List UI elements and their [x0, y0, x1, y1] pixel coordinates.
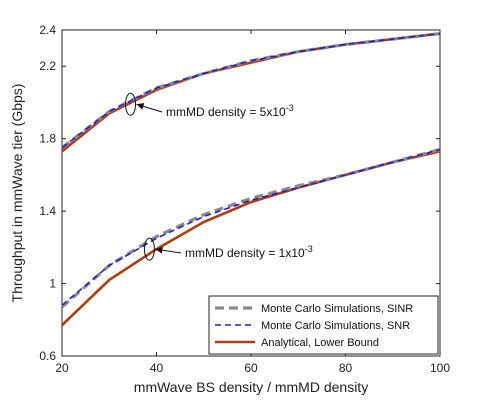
annotation-1e3-ellipse [143, 237, 155, 261]
x-tick-label: 80 [339, 361, 353, 375]
y-tick-label: 1 [49, 277, 56, 291]
y-tick-label: 1.8 [39, 132, 56, 146]
annotation-5e3-text: mmMD density = 5x10-3 [166, 103, 294, 119]
snr-line-5e3 [61, 32, 441, 149]
x-tick-label: 100 [430, 361, 450, 375]
x-tick-label: 20 [55, 361, 69, 375]
annotation-1e3-arrowhead [155, 246, 163, 254]
x-tick-label: 60 [244, 361, 258, 375]
analytical-line-5e3 [61, 32, 441, 153]
legend-label: Analytical, Lower Bound [261, 337, 379, 349]
x-axis-label: mmWave BS density / mmMD density [134, 379, 368, 395]
plot-area: 20 40 60 80 100 0.6 1 1.4 1.8 2.2 2.4 mmMD density … [39, 23, 450, 375]
y-tick-label: 1.4 [39, 204, 56, 218]
y-axis-label: Throughput in mmWave tier (Gbps) [9, 84, 25, 303]
legend-label: Monte Carlo Simulations, SNR [261, 320, 410, 332]
snr-line-1e3 [61, 148, 441, 306]
legend: Monte Carlo Simulations, SINR Monte Carlo… [208, 295, 439, 355]
annotation-5e3-ellipse [125, 92, 137, 116]
y-tick-label: 2.2 [39, 59, 56, 73]
annotation-5e3-arrowhead [136, 102, 145, 110]
x-tick-label: 40 [150, 361, 164, 375]
legend-label: Monte Carlo Simulations, SINR [261, 303, 413, 315]
annotation-1e3-text: mmMD density = 1x10-3 [185, 244, 313, 260]
y-tick-label: 0.6 [39, 349, 56, 363]
sinr-line-1e3 [60, 147, 441, 309]
y-tick-label: 2.4 [39, 23, 56, 37]
sinr-line-5e3 [61, 32, 441, 149]
